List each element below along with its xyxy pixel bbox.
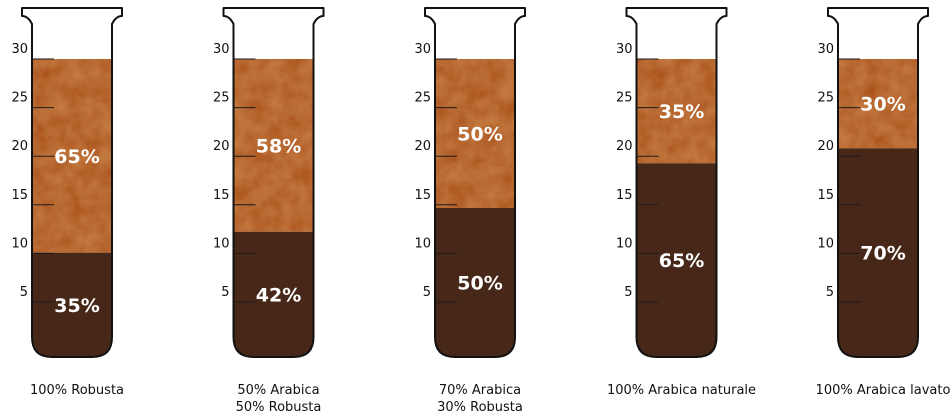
tube-outline [625, 7, 728, 358]
tick-label: 10 [213, 236, 230, 251]
foam-percent-label: 35% [659, 101, 704, 123]
foam-segment-3 [435, 59, 515, 208]
liquid-percent-label: 65% [659, 250, 704, 272]
tube-outline [424, 7, 526, 358]
tick-label: 30 [414, 42, 431, 57]
liquid-segment-4 [636, 163, 717, 357]
tick-label: 30 [817, 42, 834, 57]
tick-label: 10 [414, 236, 431, 251]
tick-label: 10 [616, 236, 633, 251]
foam-percent-label: 58% [256, 135, 301, 157]
tick-label: 15 [616, 188, 633, 203]
tick-label: 25 [11, 91, 28, 106]
tick-label: 30 [213, 42, 230, 57]
tick-label: 30 [11, 42, 28, 57]
tick-label: 20 [616, 139, 633, 154]
category-label: 30% Robusta [437, 400, 523, 415]
tube-1: 5 10 15 20 25 30 65% 35% 100% Robusta [11, 7, 124, 398]
foam-segment-2 [233, 59, 314, 232]
tick-label: 25 [213, 91, 230, 106]
tick-label: 20 [213, 139, 230, 154]
tick-label: 5 [221, 285, 229, 300]
category-label: 100% Robusta [30, 383, 124, 398]
liquid-percent-label: 42% [256, 284, 301, 306]
tick-label: 5 [624, 285, 632, 300]
tick-label: 20 [11, 139, 28, 154]
tick-label: 25 [616, 91, 633, 106]
tick-label: 15 [414, 188, 431, 203]
tick-label: 20 [817, 139, 834, 154]
tick-label: 20 [414, 139, 431, 154]
tube-outline [21, 7, 123, 358]
tick-label: 10 [817, 236, 834, 251]
tick-label: 25 [817, 91, 834, 106]
category-label: 100% Arabica naturale [607, 383, 756, 398]
tick-label: 5 [423, 285, 431, 300]
liquid-segment-5 [838, 148, 918, 357]
tick-label: 5 [826, 285, 834, 300]
tube-4: 5 10 15 20 25 30 35% 65% 100% Arabica naturale [607, 7, 756, 398]
tick-label: 15 [11, 188, 28, 203]
tube-outline [827, 7, 929, 358]
foam-segment-4 [636, 59, 717, 164]
category-label: 50% Arabica [237, 383, 319, 398]
foam-percent-label: 30% [860, 94, 905, 116]
liquid-segment-3 [435, 208, 515, 357]
liquid-segment-1 [32, 252, 112, 357]
tube-3: 5 10 15 20 25 30 50% 50% 70% Arabica 30% Robusta [414, 7, 526, 415]
tube-2: 5 10 15 20 25 30 58% 42% 50% Arabica 50% Robusta [213, 7, 325, 415]
liquid-percent-label: 35% [54, 295, 99, 317]
tick-label: 30 [616, 42, 633, 57]
foam-segment-5 [838, 59, 918, 149]
tube-5: 5 10 15 20 25 30 30% 70% 100% Arabica lavato [816, 7, 951, 398]
category-label: 50% Robusta [236, 400, 322, 415]
foam-percent-label: 65% [54, 146, 99, 168]
tick-label: 25 [414, 91, 431, 106]
liquid-segment-2 [233, 231, 314, 357]
category-label: 100% Arabica lavato [816, 383, 951, 398]
liquid-percent-label: 50% [457, 273, 502, 295]
tube-outline [222, 7, 325, 358]
tick-label: 15 [817, 188, 834, 203]
tick-label: 10 [11, 236, 28, 251]
foam-percent-label: 50% [457, 124, 502, 146]
tick-label: 15 [213, 188, 230, 203]
category-label: 70% Arabica [439, 383, 521, 398]
tick-label: 5 [20, 285, 28, 300]
liquid-percent-label: 70% [860, 243, 905, 265]
